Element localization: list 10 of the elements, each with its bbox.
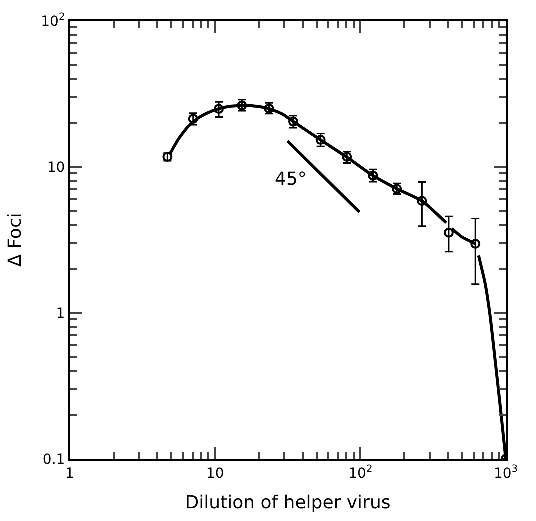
y-tick-label: 10$^{2}$: [41, 12, 66, 30]
x-tick-label: 10: [206, 466, 224, 482]
y-tick-label: 1: [56, 306, 66, 322]
y-tick-label: 10: [47, 160, 66, 176]
x-tick-label: 10$^{3}$: [494, 464, 518, 482]
annotation: 45°: [275, 169, 307, 190]
y-axis-title: Δ Foci: [4, 213, 26, 267]
y-tick-label: 0.1: [42, 452, 66, 468]
x-tick-label: 10$^{2}$: [348, 464, 373, 482]
x-axis-title: Dilution of helper virus: [185, 492, 391, 514]
